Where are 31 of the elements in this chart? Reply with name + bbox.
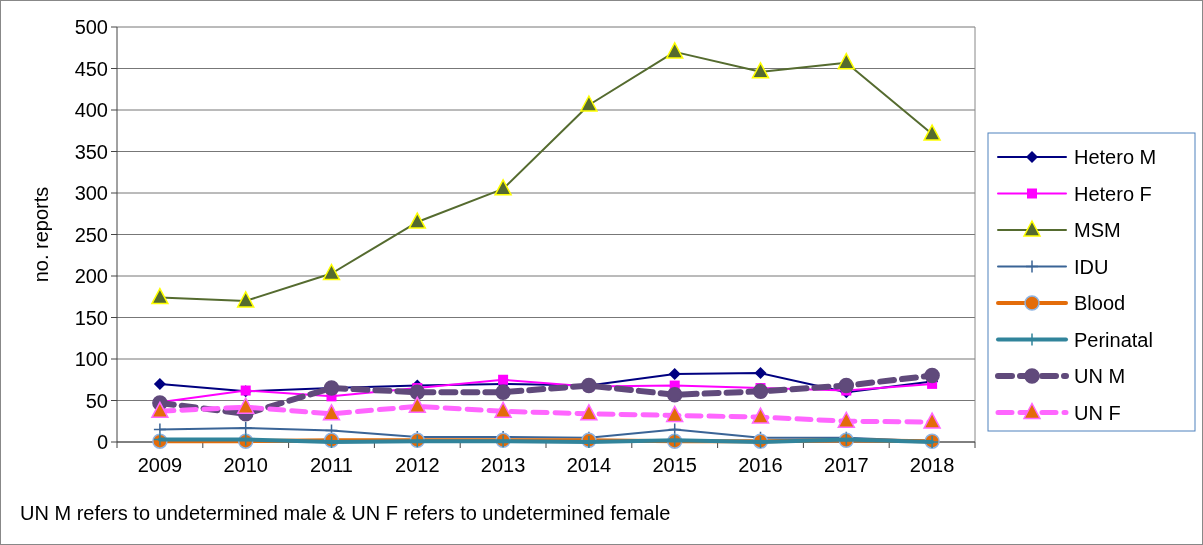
y-tick-label: 50 [85,389,108,412]
x-tick-label: 2010 [223,454,268,476]
x-tick-label: 2015 [652,454,697,476]
x-tick-label: 2016 [738,454,783,476]
y-tick-label: 450 [74,57,108,80]
legend-label: IDU [1074,255,1109,278]
x-tick-label: 2011 [309,454,354,476]
text: UN M refers to undetermined male & UN F refers to undetermined female [20,502,671,524]
legend-label: Blood [1074,292,1126,314]
y-tick-label: 0 [96,431,108,453]
legend-label: MSM [1074,219,1121,241]
y-tick-label: 150 [74,306,108,329]
x-tick-label: 2014 [566,454,612,476]
x-tick-label: 2017 [824,454,869,476]
y-tick-label: 350 [74,140,108,163]
x-tick-label: 2009 [137,454,183,476]
legend-label: Hetero F [1074,182,1152,205]
legend-label: Perinatal [1074,328,1153,351]
legend-label: UN F [1074,401,1121,424]
x-tick-label: 2013 [480,454,526,476]
y-tick-label: 400 [74,99,108,121]
x-tick-label: 2012 [395,454,440,476]
y-tick-label: 300 [74,182,108,204]
legend-label: Hetero M [1074,146,1157,168]
legend-label: UN M [1074,365,1126,387]
x-tick-label: 2018 [909,454,955,476]
y-tick-label: 500 [74,16,108,38]
y-tick-label: 200 [74,265,108,287]
y-tick-label: 250 [74,223,108,246]
y-tick-label: 100 [74,348,108,370]
y-axis-title: no. reports [30,186,52,283]
